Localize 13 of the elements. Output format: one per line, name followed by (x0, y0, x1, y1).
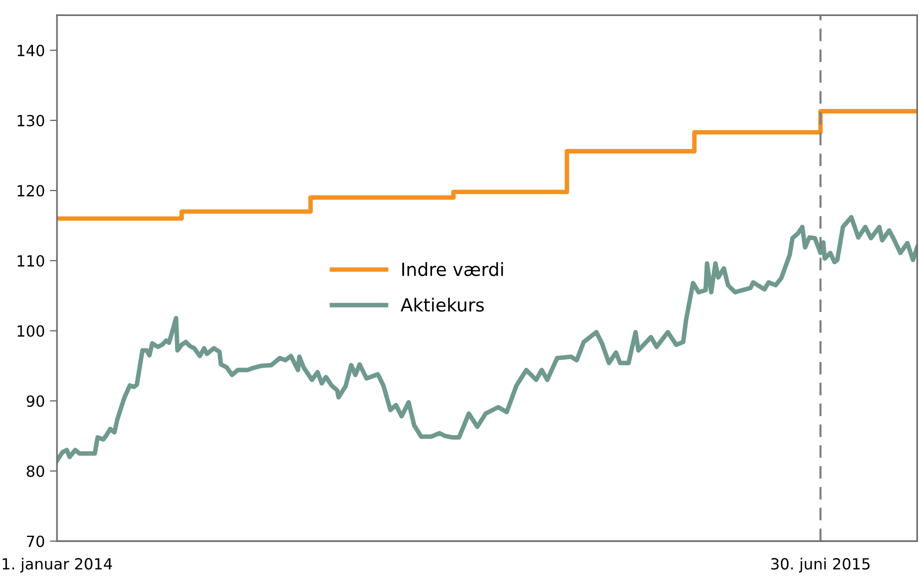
line-series (56, 214, 918, 463)
y-tick-label: 70 (26, 536, 44, 548)
legend-label: Indre værdi (402, 262, 503, 276)
y-tick-label: 120 (18, 184, 44, 197)
y-tick-label: 80 (26, 465, 44, 478)
y-tick-label: 100 (18, 325, 44, 337)
x-tick-label: 1. januar 2014 (2, 558, 112, 573)
legend-label: Aktiekurs (400, 298, 484, 312)
y-tick-label: 130 (18, 114, 44, 126)
y-tick-label: 90 (26, 395, 44, 407)
y-tick-label: 140 (18, 44, 44, 56)
x-tick-label: 30. juni 2015 (771, 558, 870, 573)
y-tick-label: 110 (18, 255, 44, 267)
